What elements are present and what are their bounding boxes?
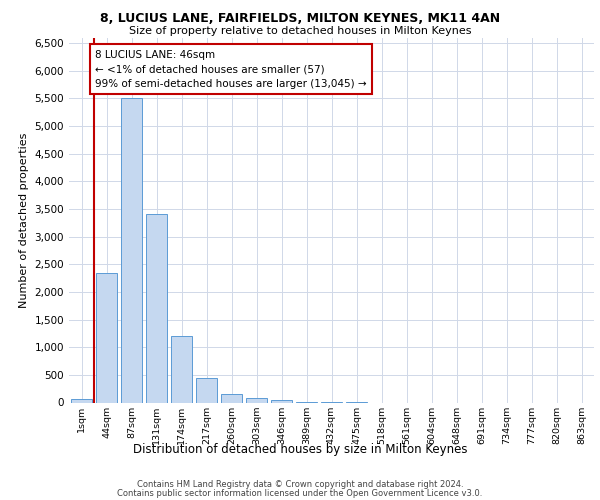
Bar	[96, 272, 117, 402]
Text: Contains HM Land Registry data © Crown copyright and database right 2024.: Contains HM Land Registry data © Crown c…	[137, 480, 463, 489]
Bar	[271, 400, 292, 402]
Text: 8, LUCIUS LANE, FAIRFIELDS, MILTON KEYNES, MK11 4AN: 8, LUCIUS LANE, FAIRFIELDS, MILTON KEYNE…	[100, 12, 500, 26]
Y-axis label: Number of detached properties: Number of detached properties	[19, 132, 29, 308]
Bar	[146, 214, 167, 402]
Text: Size of property relative to detached houses in Milton Keynes: Size of property relative to detached ho…	[129, 26, 471, 36]
Bar	[171, 336, 192, 402]
Bar	[71, 400, 92, 402]
Bar	[221, 394, 242, 402]
Bar	[246, 398, 267, 402]
Text: Contains public sector information licensed under the Open Government Licence v3: Contains public sector information licen…	[118, 488, 482, 498]
Bar	[196, 378, 217, 402]
Text: Distribution of detached houses by size in Milton Keynes: Distribution of detached houses by size …	[133, 442, 467, 456]
Text: 8 LUCIUS LANE: 46sqm
← <1% of detached houses are smaller (57)
99% of semi-detac: 8 LUCIUS LANE: 46sqm ← <1% of detached h…	[95, 50, 367, 90]
Bar	[121, 98, 142, 403]
